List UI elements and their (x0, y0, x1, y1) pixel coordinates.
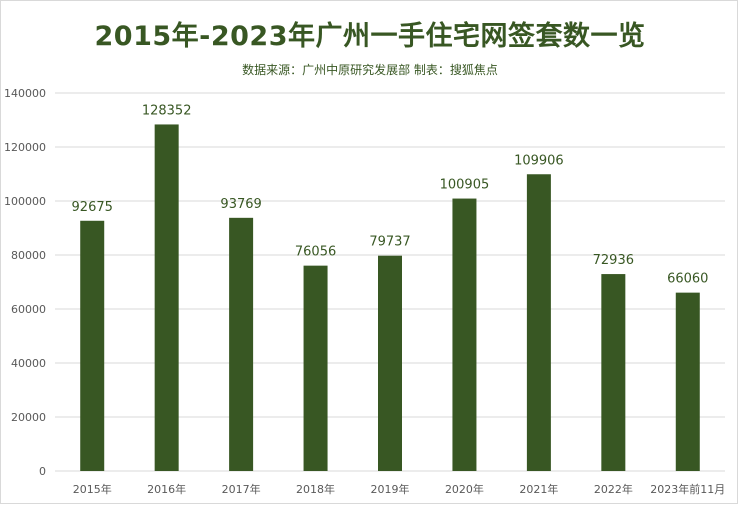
x-tick-label: 2020年 (445, 482, 484, 496)
y-tick-label: 120000 (4, 141, 46, 154)
y-tick-label: 140000 (4, 87, 46, 100)
x-tick-label: 2016年 (147, 482, 186, 496)
bar (601, 274, 626, 471)
y-tick-label: 40000 (11, 357, 46, 370)
chart-title: 2015年-2023年广州一手住宅网签套数一览 (94, 21, 646, 52)
bar (675, 292, 700, 471)
y-tick-label: 100000 (4, 195, 46, 208)
bar (303, 265, 328, 471)
x-tick-label: 2023年前11月 (650, 482, 725, 496)
y-tick-label: 20000 (11, 411, 46, 424)
y-tick-label: 60000 (11, 303, 46, 316)
data-label: 100905 (440, 178, 490, 193)
bar (378, 255, 402, 471)
data-label: 128352 (142, 103, 192, 118)
data-label: 66060 (667, 272, 708, 287)
x-tick-label: 2021年 (519, 482, 558, 496)
chart-subtitle: 数据来源：广州中原研究发展部 制表：搜狐焦点 (242, 63, 498, 77)
data-label: 92675 (72, 200, 113, 215)
data-label: 109906 (514, 153, 564, 168)
bar (229, 217, 254, 471)
bars (80, 124, 700, 472)
data-label: 93769 (220, 197, 261, 212)
bar (526, 174, 551, 472)
x-tick-label: 2015年 (73, 482, 112, 496)
y-tick-label: 0 (39, 465, 46, 478)
x-tick-label: 2022年 (594, 482, 633, 496)
bar (452, 198, 477, 471)
x-tick-label: 2017年 (222, 482, 261, 496)
y-axis-ticks: 0 20000 40000 60000 80000 100000 120000 140000 (4, 87, 46, 478)
bar (80, 220, 105, 471)
data-label: 76056 (295, 245, 336, 260)
data-label: 72936 (593, 253, 634, 268)
bar (154, 124, 179, 472)
x-tick-label: 2019年 (371, 482, 410, 496)
y-tick-label: 80000 (11, 249, 46, 262)
x-axis-ticks: 2015年 2016年 2017年 2018年 2019年 2020年 2021年 2022年… (73, 482, 726, 496)
data-labels: 92675 128352 93769 76056 79737 100905 109906 72… (72, 103, 709, 286)
x-tick-label: 2018年 (296, 482, 335, 496)
data-label: 79737 (369, 235, 410, 250)
